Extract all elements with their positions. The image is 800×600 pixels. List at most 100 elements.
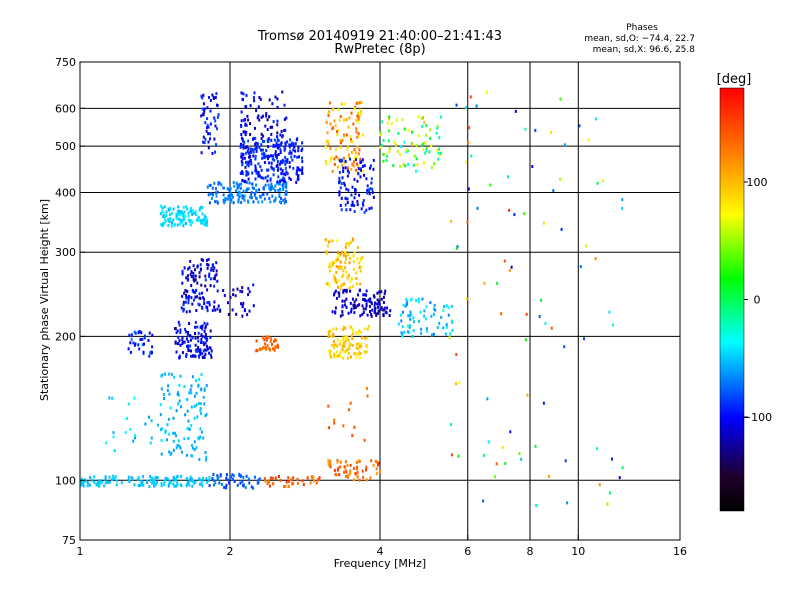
data-point: [84, 479, 87, 483]
data-point: [425, 149, 428, 152]
data-point: [204, 348, 207, 352]
data-point: [432, 307, 435, 311]
data-point: [252, 137, 254, 141]
data-point: [333, 468, 336, 472]
data-point: [178, 399, 181, 403]
data-point: [163, 217, 166, 221]
data-point: [351, 337, 354, 341]
data-point: [256, 142, 259, 146]
data-point: [357, 293, 359, 297]
data-point: [279, 160, 282, 164]
data-point: [245, 105, 248, 109]
data-point: [325, 162, 327, 166]
data-point: [269, 476, 272, 480]
data-point: [240, 133, 243, 136]
data-point: [254, 166, 257, 170]
data-point: [179, 446, 182, 450]
data-point: [211, 93, 214, 97]
data-point: [285, 480, 288, 484]
data-point: [438, 147, 440, 151]
data-point: [207, 258, 210, 261]
data-point: [450, 219, 453, 223]
data-point: [274, 476, 277, 480]
data-point: [296, 481, 299, 485]
data-point: [421, 143, 424, 147]
data-point: [413, 320, 415, 324]
x-tick-label: 1: [77, 545, 84, 558]
data-point: [161, 210, 164, 213]
data-point: [195, 391, 198, 395]
data-point: [134, 436, 136, 440]
data-point: [357, 111, 359, 115]
data-point: [283, 172, 285, 176]
data-point: [350, 325, 353, 329]
data-point: [379, 133, 382, 137]
data-point: [192, 271, 195, 275]
data-point: [170, 451, 173, 455]
data-point: [227, 313, 230, 316]
data-point: [160, 374, 163, 378]
data-point: [219, 474, 222, 478]
data-point: [514, 109, 517, 113]
data-point: [182, 303, 185, 306]
data-point: [356, 304, 359, 308]
data-point: [201, 334, 204, 338]
data-point: [260, 115, 263, 119]
data-point: [283, 485, 286, 489]
data-point: [148, 485, 151, 489]
data-point: [259, 174, 261, 178]
data-point: [356, 135, 359, 139]
data-point: [113, 477, 116, 481]
data-point: [168, 392, 171, 396]
data-point: [207, 479, 210, 483]
data-point: [160, 484, 163, 488]
data-point: [254, 177, 257, 181]
data-point: [252, 304, 255, 308]
data-point: [336, 133, 339, 137]
data-point: [284, 162, 287, 166]
data-point: [263, 156, 266, 160]
data-point: [204, 324, 207, 328]
data-point: [284, 141, 287, 145]
data-point: [346, 275, 349, 279]
data-point: [196, 335, 199, 339]
y-tick-label: 200: [55, 330, 76, 343]
data-point: [238, 191, 241, 195]
data-point: [279, 133, 282, 137]
data-point: [250, 191, 253, 194]
data-point: [347, 408, 350, 412]
data-point: [523, 212, 526, 216]
data-point: [202, 93, 205, 97]
data-point: [525, 312, 528, 316]
data-point: [134, 434, 137, 437]
data-point: [150, 477, 153, 481]
data-point: [355, 271, 358, 275]
data-point: [265, 345, 268, 349]
data-point: [88, 483, 91, 487]
data-point: [330, 334, 333, 338]
data-point: [143, 336, 146, 340]
data-point: [247, 139, 250, 143]
data-point: [198, 275, 201, 279]
data-point: [242, 189, 245, 193]
data-point: [164, 431, 167, 434]
data-point: [289, 149, 292, 153]
data-point: [127, 475, 130, 479]
data-point: [179, 331, 182, 334]
data-point: [160, 387, 163, 391]
data-point: [201, 206, 204, 209]
data-point: [354, 168, 357, 172]
data-point: [182, 340, 184, 344]
data-point: [351, 200, 354, 204]
data-point: [191, 288, 194, 292]
data-point: [332, 332, 335, 336]
data-point: [240, 201, 243, 204]
data-point: [430, 333, 433, 337]
data-point: [200, 94, 203, 98]
data-point: [202, 477, 204, 480]
data-point: [254, 126, 256, 130]
data-point: [366, 327, 369, 331]
data-point: [248, 290, 251, 294]
data-point: [538, 315, 541, 318]
